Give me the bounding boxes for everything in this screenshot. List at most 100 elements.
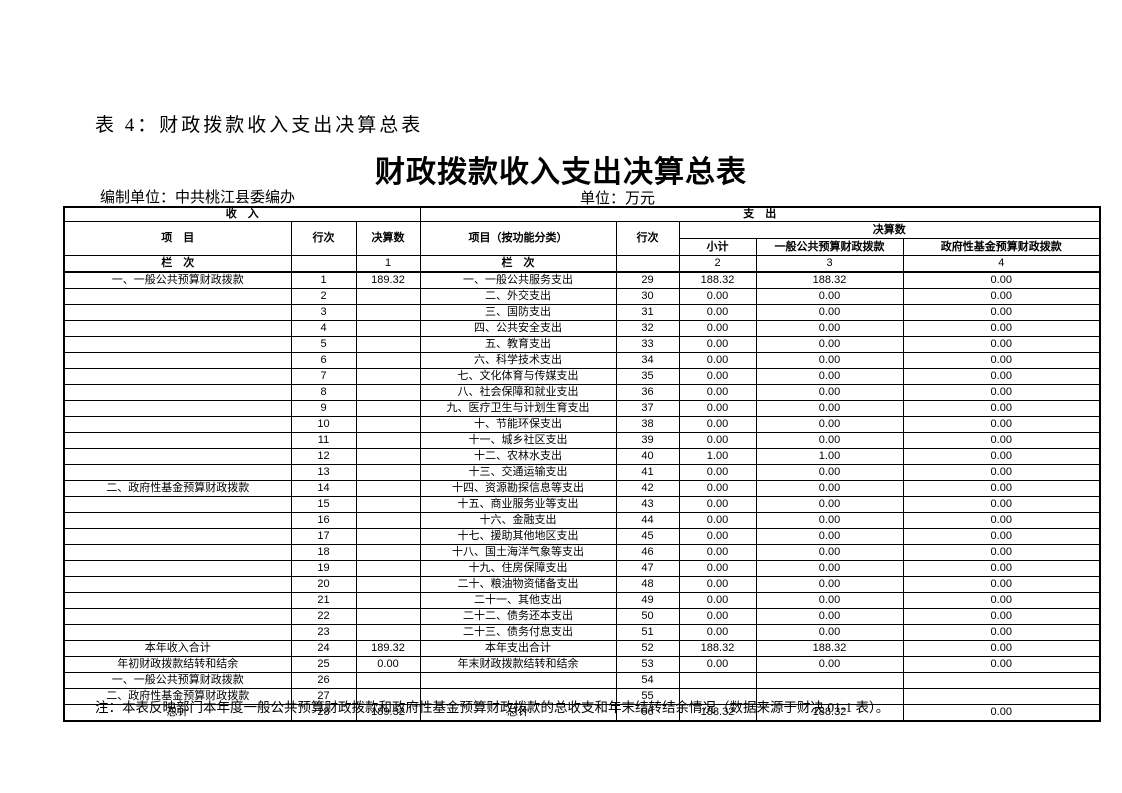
income-item-cell [63, 592, 292, 609]
expense-line-header: 行次 [615, 221, 680, 256]
expense-general-budget-cell: 0.00 [755, 464, 904, 481]
expense-item-cell [419, 672, 617, 689]
expense-general-budget-cell: 0.00 [755, 560, 904, 577]
income-item-cell [63, 384, 292, 401]
expense-item-cell: 二、外交支出 [419, 288, 617, 305]
expense-subtotal-cell: 0.00 [678, 544, 757, 561]
table-number-heading: 表 4：财政拨款收入支出决算总表 [95, 115, 424, 136]
expense-line-cell: 55 [615, 688, 680, 705]
income-section-header: 收 入 [63, 206, 421, 222]
income-amount-cell [355, 352, 421, 369]
expense-general-budget-cell [755, 672, 904, 689]
expense-item-cell: 十、节能环保支出 [419, 416, 617, 433]
table-row: 本年收入合计 24 189.32 本年支出合计 52 188.32 188.32 0.00 [63, 640, 1101, 657]
expense-line-cell: 40 [615, 448, 680, 465]
income-item-cell [63, 448, 292, 465]
income-line-cell: 11 [290, 432, 357, 449]
expense-govt-fund-cell: 0.00 [902, 592, 1101, 609]
expense-govt-fund-cell: 0.00 [902, 384, 1101, 401]
table-row: 15 十五、商业服务业等支出 43 0.00 0.00 0.00 [63, 496, 1101, 513]
income-item-cell [63, 368, 292, 385]
expense-line-cell: 42 [615, 480, 680, 497]
expense-line-cell: 43 [615, 496, 680, 513]
subtotal-header: 小计 [678, 238, 757, 256]
income-item-cell: 一、一般公共预算财政拨款 [63, 672, 292, 689]
income-line-cell: 2 [290, 288, 357, 305]
income-line-cell: 28 [290, 704, 357, 722]
table-row: 4 四、公共安全支出 32 0.00 0.00 0.00 [63, 320, 1101, 337]
expense-item-cell: 十七、援助其他地区支出 [419, 528, 617, 545]
expense-subtotal-cell: 0.00 [678, 416, 757, 433]
general-budget-header: 一般公共预算财政拨款 [755, 238, 904, 256]
income-item-cell [63, 352, 292, 369]
table-row: 12 十二、农林水支出 40 1.00 1.00 0.00 [63, 448, 1101, 465]
income-amount-cell [355, 624, 421, 641]
expense-govt-fund-cell [902, 688, 1101, 705]
expense-govt-fund-cell: 0.00 [902, 576, 1101, 593]
page-title: 财政拨款收入支出决算总表 [375, 156, 747, 189]
income-item-cell: 总计 [63, 704, 292, 722]
income-line-cell: 7 [290, 368, 357, 385]
expense-item-cell: 七、文化体育与传媒支出 [419, 368, 617, 385]
table-row: 一、一般公共预算财政拨款 1 189.32 一、一般公共服务支出 29 188.32 188… [63, 271, 1101, 289]
table-row: 11 十一、城乡社区支出 39 0.00 0.00 0.00 [63, 432, 1101, 449]
expense-line-cell: 44 [615, 512, 680, 529]
expense-item-cell: 十四、资源勘探信息等支出 [419, 480, 617, 497]
income-line-cell: 5 [290, 336, 357, 353]
expense-item-cell: 二十二、债务还本支出 [419, 608, 617, 625]
income-item-cell [63, 528, 292, 545]
income-item-cell: 年初财政拨款结转和结余 [63, 656, 292, 673]
table-row: 二、政府性基金预算财政拨款 14 十四、资源勘探信息等支出 42 0.00 0.00 0.0… [63, 480, 1101, 497]
income-line-cell: 20 [290, 576, 357, 593]
expense-line-cell: 37 [615, 400, 680, 417]
expense-line-cell: 33 [615, 336, 680, 353]
expense-item-cell: 四、公共安全支出 [419, 320, 617, 337]
income-amount-cell [355, 448, 421, 465]
table-row: 22 二十二、债务还本支出 50 0.00 0.00 0.00 [63, 608, 1101, 625]
expense-line-cell: 56 [615, 704, 680, 722]
income-line-cell: 13 [290, 464, 357, 481]
income-amount-cell [355, 608, 421, 625]
expense-line-cell: 35 [615, 368, 680, 385]
expense-general-budget-cell: 0.00 [755, 400, 904, 417]
expense-line-cell: 53 [615, 656, 680, 673]
expense-general-budget-cell: 0.00 [755, 656, 904, 673]
table-row: 2 二、外交支出 30 0.00 0.00 0.00 [63, 288, 1101, 305]
income-line-cell: 14 [290, 480, 357, 497]
expense-item-cell: 总计 [419, 704, 617, 722]
expense-general-budget-cell: 188.32 [755, 640, 904, 657]
expense-item-cell: 十六、金融支出 [419, 512, 617, 529]
expense-item-cell: 二十、粮油物资储备支出 [419, 576, 617, 593]
expense-general-budget-cell: 0.00 [755, 304, 904, 321]
income-line-cell: 27 [290, 688, 357, 705]
expense-govt-fund-cell: 0.00 [902, 480, 1101, 497]
expense-general-budget-cell: 0.00 [755, 544, 904, 561]
income-line-cell: 4 [290, 320, 357, 337]
expense-subtotal-cell: 0.00 [678, 608, 757, 625]
expense-subtotal-cell: 0.00 [678, 352, 757, 369]
expense-line-cell: 54 [615, 672, 680, 689]
expense-item-cell: 十八、国土海洋气象等支出 [419, 544, 617, 561]
expense-govt-fund-cell: 0.00 [902, 271, 1101, 289]
table-row: 一、一般公共预算财政拨款 26 54 [63, 672, 1101, 689]
expense-general-budget-cell: 0.00 [755, 384, 904, 401]
expense-item-cell: 一、一般公共服务支出 [419, 271, 617, 289]
table-row: 13 十三、交通运输支出 41 0.00 0.00 0.00 [63, 464, 1101, 481]
income-amount-cell [355, 384, 421, 401]
income-amount-cell [355, 544, 421, 561]
expense-line-cell: 32 [615, 320, 680, 337]
income-line-cell: 8 [290, 384, 357, 401]
income-col-number: 1 [355, 255, 421, 273]
income-amount-cell [355, 320, 421, 337]
income-amount-cell [355, 368, 421, 385]
income-line-cell: 9 [290, 400, 357, 417]
expense-general-budget-cell: 0.00 [755, 528, 904, 545]
expense-general-budget-cell: 188.32 [755, 271, 904, 289]
expense-line-cell: 30 [615, 288, 680, 305]
table-body: 一、一般公共预算财政拨款 1 189.32 一、一般公共服务支出 29 188.32 188… [63, 271, 1101, 722]
income-amount-cell [355, 400, 421, 417]
income-item-cell [63, 560, 292, 577]
expense-govt-fund-cell: 0.00 [902, 352, 1101, 369]
expense-item-cell: 二十一、其他支出 [419, 592, 617, 609]
expense-subtotal-cell: 0.00 [678, 512, 757, 529]
